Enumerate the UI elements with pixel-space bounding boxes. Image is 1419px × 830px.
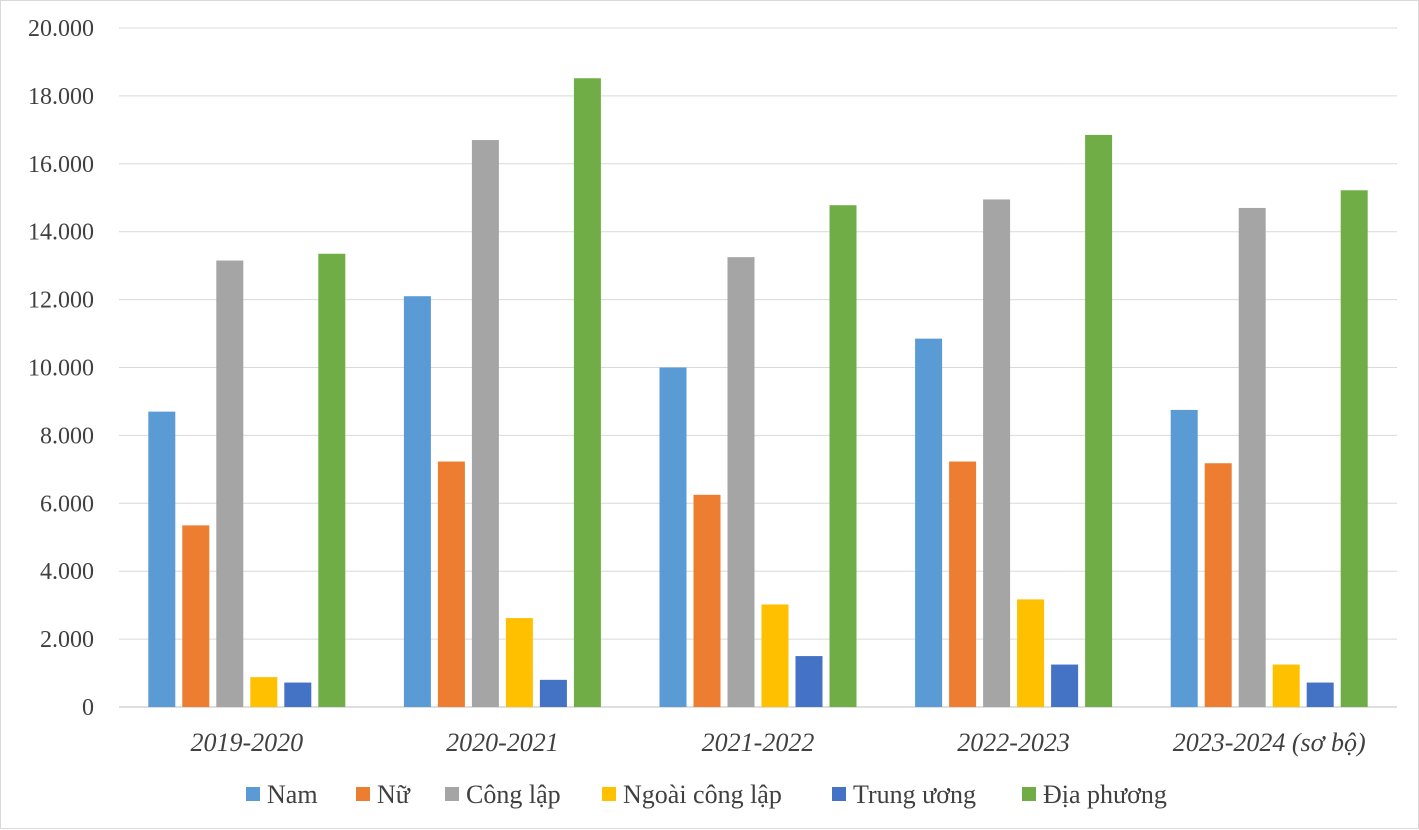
bar [403,296,431,707]
bars [148,78,1368,708]
y-tick-label: 6.000 [40,491,94,517]
legend-label: Trung ương [853,780,976,809]
bar [1170,409,1198,707]
bar [250,677,278,707]
bar [573,78,601,708]
legend-swatch [832,787,846,801]
bar [1272,664,1300,707]
bar [1085,134,1113,707]
legend-label: Ngoài công lập [623,780,782,809]
x-tick-label: 2021-2022 [702,728,815,757]
x-tick-label: 2020-2021 [446,728,559,757]
legend-label: Công lập [466,780,561,809]
bar [318,253,346,707]
bar [1306,682,1334,707]
x-tick-label: 2019-2020 [190,728,303,757]
y-tick-label: 0 [82,695,94,721]
x-axis: 2019-2020 2020-2021 2021-2022 2022-2023 2023… [190,728,1365,757]
bar [1238,207,1266,707]
y-tick-label: 2.000 [40,627,94,653]
bar [148,411,176,707]
bar [829,205,857,707]
bar [761,604,789,707]
y-tick-label: 4.000 [40,559,94,585]
bar [795,656,823,707]
bar [693,494,721,707]
x-tick-label: 2023-2024 (sơ bộ) [1173,728,1366,757]
y-tick-label: 10.000 [28,356,94,382]
bar [182,525,210,707]
y-tick-label: 18.000 [28,84,94,110]
legend: Nam Nữ Công lập Ngoài công lập Trung ương Địa… [246,780,1167,809]
legend-swatch [246,787,260,801]
bar [983,199,1011,707]
bar [727,257,755,707]
bar [539,679,567,707]
y-tick-label: 16.000 [28,152,94,178]
bar [471,140,499,707]
bar [659,367,687,707]
y-tick-label: 8.000 [40,423,94,449]
legend-swatch [445,787,459,801]
bar [216,260,244,707]
x-tick-label: 2022-2023 [957,728,1070,757]
legend-label: Địa phương [1043,780,1167,809]
bar [437,461,465,707]
bar [949,461,977,707]
legend-swatch [602,787,616,801]
bar [284,682,312,707]
bar [915,338,943,707]
bar [1017,599,1045,707]
y-tick-label: 20.000 [28,16,94,42]
legend-label: Nữ [377,780,411,809]
legend-label: Nam [267,780,318,809]
bar [1340,190,1368,707]
bar [505,618,533,707]
legend-swatch [356,787,370,801]
bar [1204,463,1232,707]
bar [1051,664,1079,707]
y-tick-label: 14.000 [28,220,94,246]
y-axis: 0 2.000 4.000 6.000 8.000 10.000 12.000 14.000 1… [28,16,94,721]
y-tick-label: 12.000 [28,288,94,314]
legend-swatch [1022,787,1036,801]
